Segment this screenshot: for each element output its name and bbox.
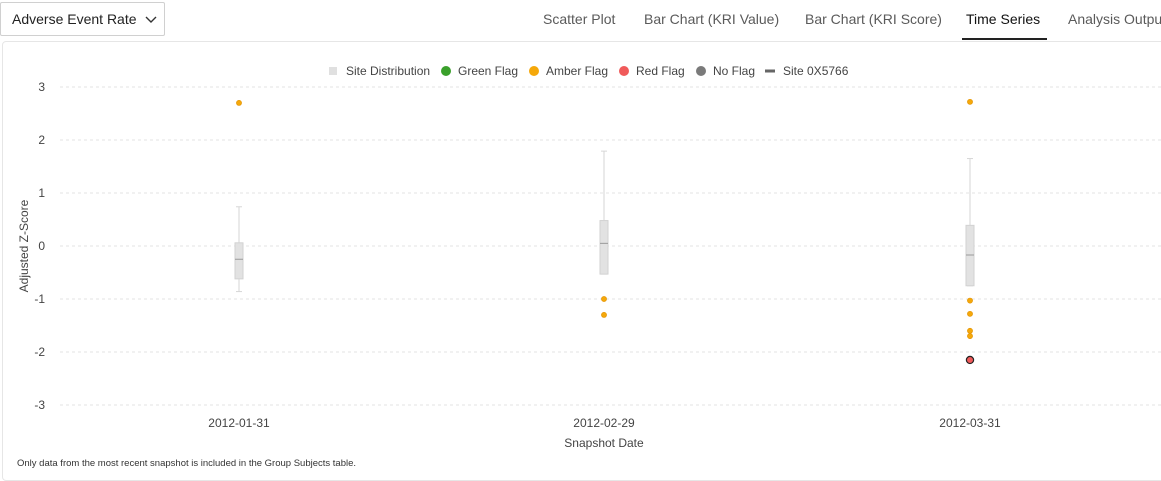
- highlighted-site-point: [965, 355, 975, 365]
- box: [965, 224, 975, 287]
- legend-label: Site 0X5766: [783, 64, 849, 78]
- legend-label: Green Flag: [458, 64, 518, 78]
- tab-time-series[interactable]: Time Series: [962, 0, 1047, 40]
- kri-dropdown[interactable]: Adverse Event Rate: [0, 2, 165, 36]
- amber-flag-point: [967, 297, 973, 304]
- amber-flag-point: [967, 327, 973, 334]
- y-tick-label: 1: [38, 186, 45, 200]
- chart-type-tabs: Scatter Plot Bar Chart (KRI Value) Bar C…: [530, 0, 1161, 40]
- legend-circle-icon: [529, 66, 539, 76]
- amber-flag-point: [967, 310, 973, 317]
- legend-item: No Flag: [696, 64, 755, 78]
- legend-label: Amber Flag: [546, 64, 608, 78]
- kri-dropdown-value: Adverse Event Rate: [12, 11, 137, 27]
- amber-flag-point: [236, 100, 242, 106]
- legend-circle-icon: [619, 66, 629, 76]
- y-tick-label: -3: [34, 398, 45, 412]
- y-tick-label: 2: [38, 133, 45, 147]
- legend-label: Red Flag: [636, 64, 685, 78]
- legend-square-icon: [329, 67, 337, 75]
- amber-flag-point: [601, 311, 607, 318]
- legend-item: Red Flag: [619, 64, 685, 78]
- legend-item: Site Distribution: [329, 64, 430, 78]
- tab-analysis-output[interactable]: Analysis Output: [1068, 11, 1161, 27]
- y-tick-label: 0: [38, 239, 45, 253]
- chevron-down-icon: [145, 16, 157, 23]
- tab-bar-chart-kri-score[interactable]: Bar Chart (KRI Score): [805, 11, 942, 27]
- box: [234, 242, 244, 280]
- tab-bar-chart-kri-value[interactable]: Bar Chart (KRI Value): [644, 11, 780, 27]
- legend-item: Green Flag: [441, 64, 518, 78]
- y-axis-label: Adjusted Z-Score: [17, 199, 31, 292]
- amber-flag-point: [967, 98, 973, 105]
- legend-item: Site 0X5766: [765, 64, 849, 78]
- x-axis-label: Snapshot Date: [564, 436, 644, 450]
- x-tick-label: 2012-01-31: [208, 416, 270, 430]
- box: [599, 220, 609, 275]
- y-tick-label: 3: [38, 80, 45, 94]
- x-tick-label: 2012-03-31: [939, 416, 1001, 430]
- y-tick-label: -2: [34, 345, 45, 359]
- legend-item: Amber Flag: [529, 64, 608, 78]
- legend-label: No Flag: [713, 64, 755, 78]
- x-tick-label: 2012-02-29: [573, 416, 635, 430]
- amber-flag-point: [601, 296, 607, 302]
- legend-circle-icon: [696, 66, 706, 76]
- tab-scatter-plot[interactable]: Scatter Plot: [543, 11, 616, 27]
- legend-circle-icon: [441, 66, 451, 76]
- legend-label: Site Distribution: [346, 64, 430, 78]
- amber-flag-point: [967, 333, 973, 339]
- footnote: Only data from the most recent snapshot …: [17, 458, 357, 469]
- y-tick-label: -1: [34, 292, 45, 306]
